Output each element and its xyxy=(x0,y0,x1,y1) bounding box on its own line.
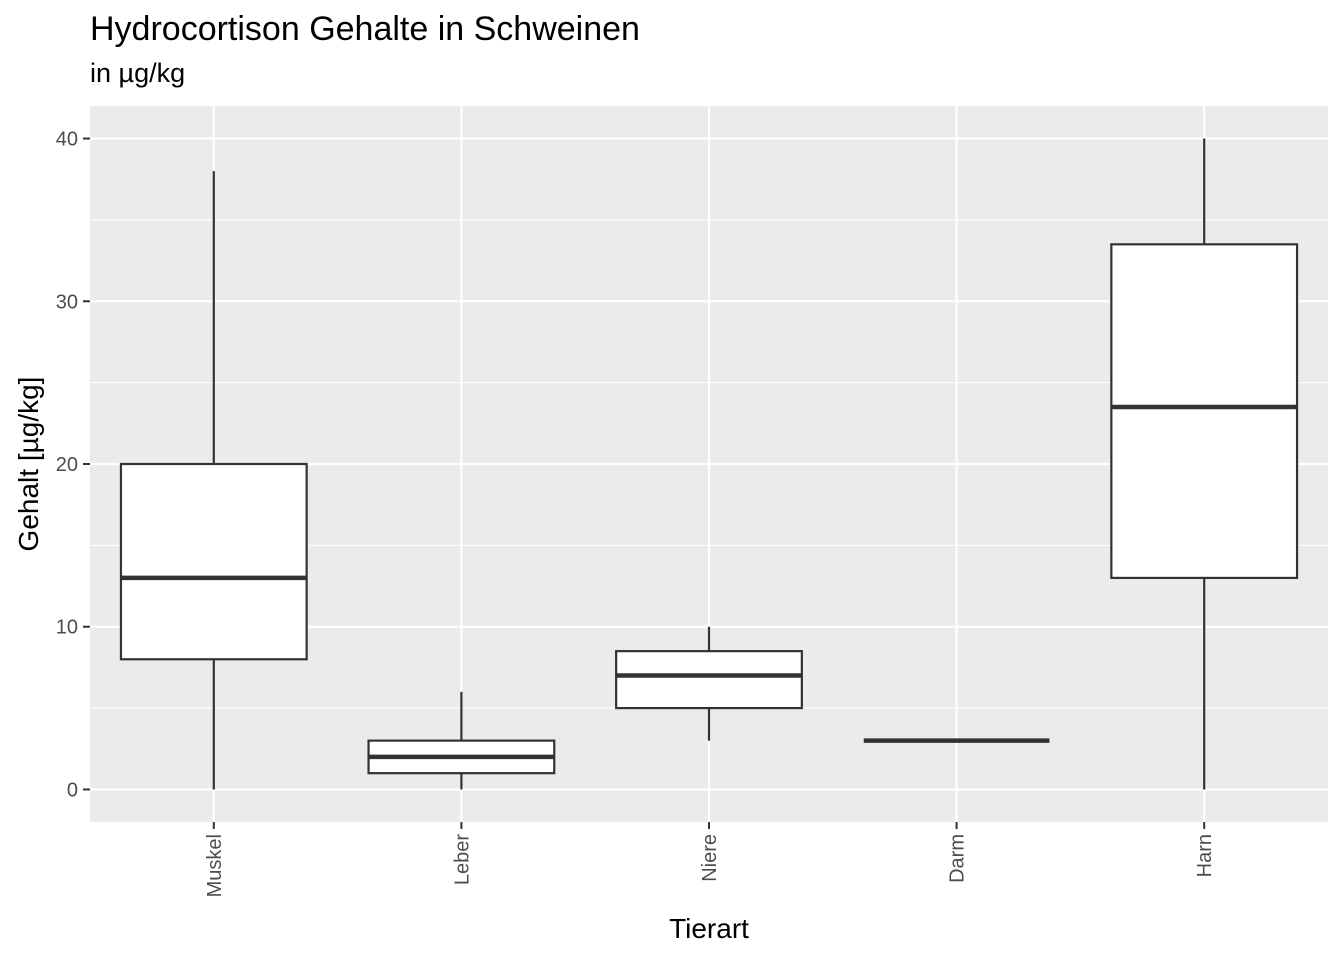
iqr-box xyxy=(615,650,803,710)
x-tick-label: Harn xyxy=(1194,834,1216,877)
y-axis-title: Gehalt [µg/kg] xyxy=(13,377,44,552)
chart-title: Hydrocortison Gehalte in Schweinen xyxy=(90,10,640,48)
x-axis: Muskel Leber Niere Darm Harn xyxy=(204,822,1216,897)
y-axis: 0 10 20 30 40 xyxy=(56,129,90,801)
box-leber xyxy=(367,691,556,790)
iqr-box xyxy=(1110,243,1299,580)
x-tick-label: Niere xyxy=(699,834,721,882)
y-tick-label: 30 xyxy=(56,291,78,313)
x-axis-title: Tierart xyxy=(669,913,749,944)
x-tick-label: Darm xyxy=(947,834,969,883)
chart-subtitle: in µg/kg xyxy=(90,58,186,88)
y-tick-label: 20 xyxy=(56,454,78,476)
box-niere xyxy=(615,626,803,741)
x-tick-label: Muskel xyxy=(204,834,226,897)
iqr-box xyxy=(119,462,308,661)
box-muskel xyxy=(119,171,308,790)
boxes xyxy=(119,138,1299,790)
y-tick-label: 10 xyxy=(56,617,78,639)
box-harn xyxy=(1110,138,1299,790)
x-tick-label: Leber xyxy=(451,834,473,885)
y-tick-label: 40 xyxy=(56,129,78,151)
y-tick-label: 0 xyxy=(67,779,78,801)
